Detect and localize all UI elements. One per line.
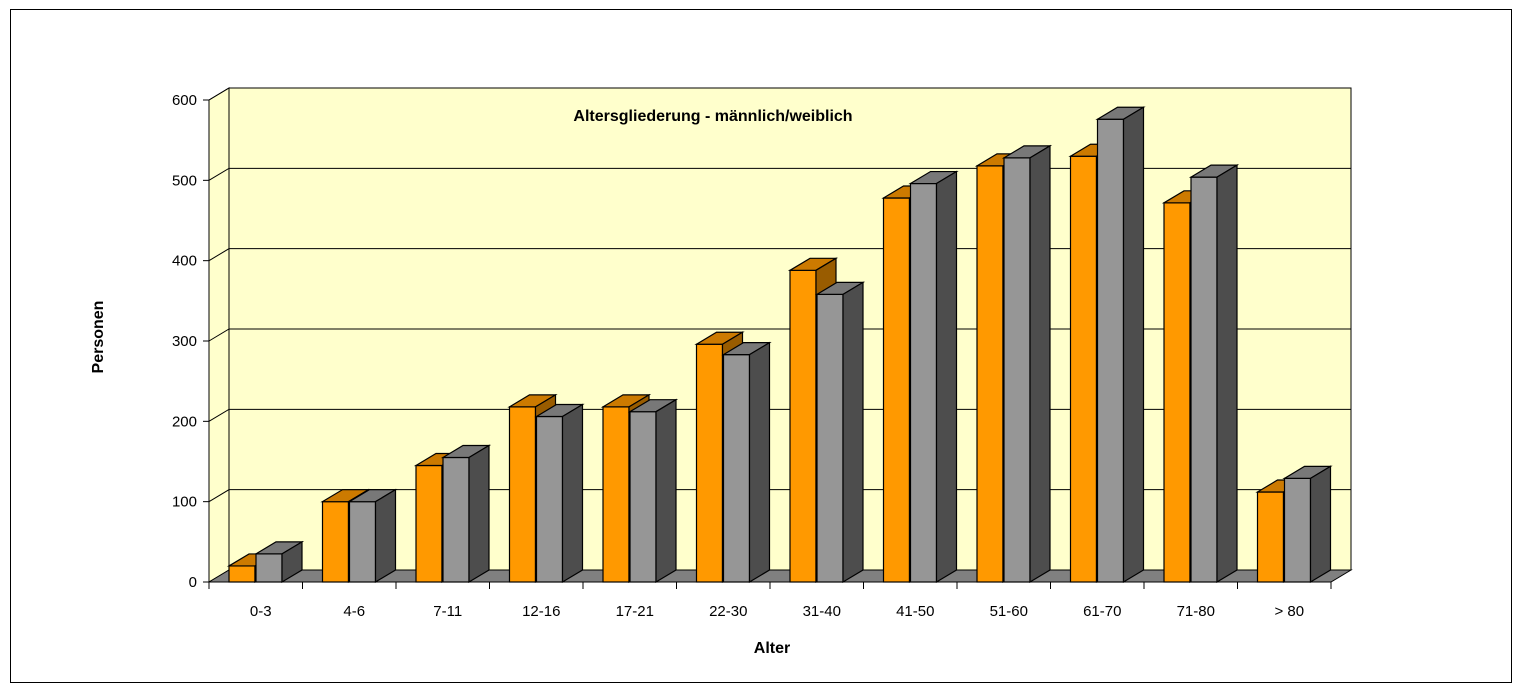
- bar-front: [882, 197, 911, 583]
- bar-side: [1216, 164, 1238, 584]
- bar-front: [789, 269, 817, 583]
- bar-front: [1096, 118, 1125, 583]
- bar-front: [722, 354, 751, 583]
- bar-front: [228, 565, 256, 583]
- bar-front: [442, 456, 470, 583]
- y-tick-label: 300: [172, 333, 197, 350]
- bar-chart: 0 100 200 300 400 500 600 0-3 4-6 7-11 12-16 17-21…: [90, 87, 1353, 657]
- bar: [534, 403, 585, 584]
- bar-side: [561, 403, 584, 584]
- bar-front: [508, 406, 537, 583]
- bar-side: [468, 444, 490, 584]
- x-tick-label: 71-80: [1177, 603, 1215, 620]
- bar: [1282, 465, 1333, 584]
- bar-side: [935, 170, 958, 584]
- bar-front: [1190, 176, 1218, 583]
- gridline: [208, 87, 1351, 101]
- x-tick-label: 4-6: [343, 603, 365, 620]
- bar-side: [281, 540, 303, 584]
- bar-side: [842, 281, 864, 584]
- x-tick-label: 22-30: [709, 603, 747, 620]
- bar: [814, 281, 866, 584]
- bar-front: [1283, 477, 1312, 583]
- bar: [721, 341, 772, 584]
- bar-front: [629, 411, 657, 583]
- bar-front: [1069, 155, 1098, 583]
- x-tick-label: 51-60: [990, 603, 1028, 620]
- bar-side: [374, 488, 397, 584]
- x-axis-title: Alter: [754, 640, 790, 657]
- y-tick-label: 100: [172, 494, 197, 511]
- bar: [1188, 164, 1240, 584]
- y-tick-label: 0: [189, 574, 197, 591]
- bar-front: [535, 415, 564, 583]
- x-tick-label: > 80: [1274, 603, 1304, 620]
- y-tick-label: 200: [172, 413, 197, 430]
- bar-front: [1256, 491, 1285, 583]
- bar: [253, 540, 305, 584]
- bars: [226, 106, 1333, 584]
- bar: [347, 488, 398, 584]
- bar-side: [1122, 106, 1145, 584]
- bar-front: [348, 501, 377, 583]
- bar: [1095, 106, 1146, 584]
- bar-front: [1163, 202, 1191, 583]
- chart-title: Altersgliederung - männlich/weiblich: [573, 108, 852, 125]
- bar-front: [1003, 157, 1031, 583]
- bar-front: [321, 501, 350, 583]
- y-tick-label: 600: [172, 92, 197, 109]
- y-tick-label: 400: [172, 253, 197, 270]
- x-axis: 0-3 4-6 7-11 12-16 17-21 22-30 31-40 41-50 51-60…: [208, 581, 1332, 620]
- y-axis-title: Personen: [90, 301, 107, 374]
- bar-side: [655, 398, 677, 584]
- chart-frame: 0 100 200 300 400 500 600 0-3 4-6 7-11 12-16 17-21…: [10, 9, 1512, 683]
- x-tick-label: 31-40: [803, 603, 841, 620]
- bar: [627, 398, 679, 584]
- bar: [908, 170, 959, 584]
- bar-front: [415, 464, 443, 583]
- bar-front: [909, 182, 938, 583]
- x-tick-label: 0-3: [250, 603, 272, 620]
- x-tick-label: 12-16: [522, 603, 560, 620]
- bar-side: [748, 341, 771, 584]
- y-axis: 0 100 200 300 400 500 600: [172, 92, 210, 591]
- y-tick-label: 500: [172, 172, 197, 189]
- x-tick-label: 7-11: [433, 603, 462, 620]
- x-tick-label: 41-50: [896, 603, 934, 620]
- bar-side: [1029, 144, 1051, 584]
- bar-front: [255, 553, 283, 583]
- bar-side: [1309, 465, 1332, 584]
- x-tick-label: 61-70: [1083, 603, 1121, 620]
- x-tick-label: 17-21: [616, 603, 654, 620]
- bar-front: [602, 406, 630, 583]
- bar: [440, 444, 492, 584]
- bar-front: [695, 343, 724, 583]
- bar-front: [976, 165, 1004, 583]
- bar: [1001, 144, 1053, 584]
- bar-front: [816, 293, 844, 583]
